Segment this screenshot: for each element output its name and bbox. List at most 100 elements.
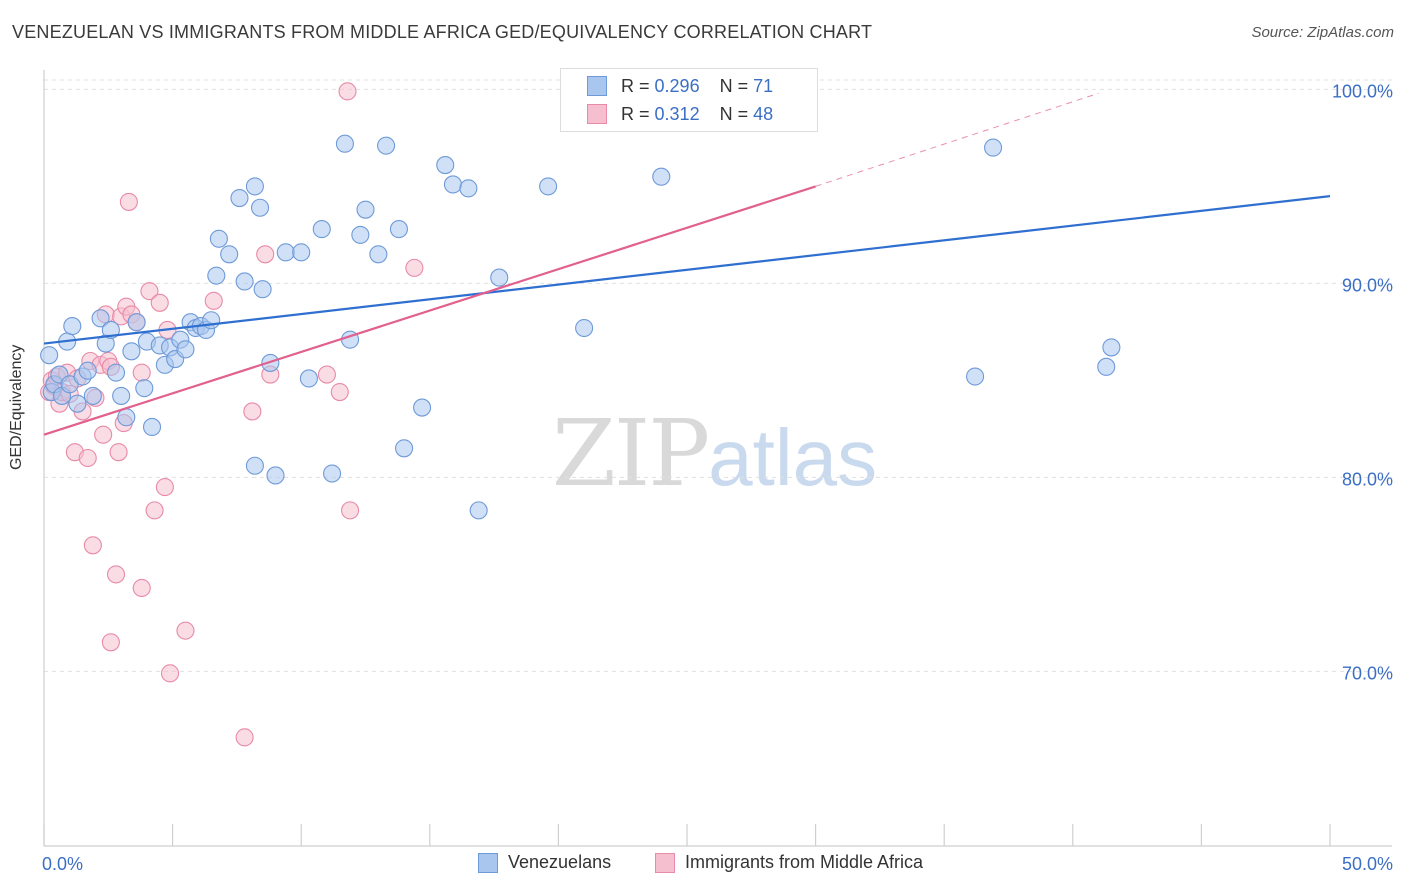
r-value: 0.312 [654, 103, 700, 124]
data-point-venezuelans [235, 272, 254, 291]
data-point-immigrants-middle-africa [243, 402, 262, 421]
data-point-venezuelans [78, 361, 97, 380]
data-point-immigrants-middle-africa [338, 82, 357, 101]
x-tick-label: 0.0% [42, 854, 83, 874]
x-tick-label: 50.0% [1342, 854, 1393, 874]
data-point-immigrants-middle-africa [256, 245, 275, 264]
legend-label-venezuelans: Venezuelans [508, 852, 612, 872]
trend-line-immigrants-extension [815, 92, 1099, 187]
y-tick-label: 70.0% [1342, 663, 1393, 683]
series-legend: Venezuelans Immigrants from Middle Afric… [0, 852, 1406, 878]
data-point-venezuelans [266, 466, 285, 485]
data-point-venezuelans [966, 367, 985, 386]
legend-swatch-venezuelans [587, 76, 607, 96]
legend-item-immigrants-middle-africa[interactable]: Immigrants from Middle Africa [655, 852, 923, 873]
legend-swatch-immigrants [587, 104, 607, 124]
data-point-venezuelans [1097, 357, 1116, 376]
legend-item-venezuelans[interactable]: Venezuelans [478, 852, 611, 873]
data-point-immigrants-middle-africa [83, 536, 102, 555]
r-label: R = [621, 103, 650, 124]
data-point-immigrants-middle-africa [155, 478, 174, 497]
stats-text: R = 0.312 N = 48 [621, 104, 773, 125]
data-point-immigrants-middle-africa [341, 501, 360, 520]
data-point-immigrants-middle-africa [176, 621, 195, 640]
data-point-immigrants-middle-africa [235, 728, 254, 747]
data-point-venezuelans [395, 439, 414, 458]
data-point-venezuelans [40, 346, 59, 365]
data-point-venezuelans [122, 342, 141, 361]
n-label: N = [719, 75, 749, 96]
data-point-immigrants-middle-africa [101, 633, 120, 652]
watermark-zip: ZIP [552, 400, 710, 507]
data-point-immigrants-middle-africa [109, 443, 128, 462]
data-point-venezuelans [490, 268, 509, 287]
data-point-venezuelans [377, 136, 396, 155]
data-point-immigrants-middle-africa [94, 425, 113, 444]
data-point-venezuelans [351, 225, 370, 244]
n-value: 48 [753, 103, 774, 124]
source-label: Source: ZipAtlas.com [1251, 24, 1394, 41]
data-point-venezuelans [335, 134, 354, 153]
data-point-venezuelans [299, 369, 318, 388]
data-point-immigrants-middle-africa [317, 365, 336, 384]
stats-text: R = 0.296 N = 71 [621, 76, 773, 97]
data-point-venezuelans [253, 280, 272, 299]
data-point-venezuelans [202, 311, 221, 330]
data-point-venezuelans [356, 200, 375, 219]
data-point-immigrants-middle-africa [140, 282, 159, 301]
data-point-venezuelans [68, 394, 87, 413]
data-point-venezuelans [209, 229, 228, 248]
series-immigrants-middle-africa-points [40, 82, 424, 747]
data-point-venezuelans [539, 177, 558, 196]
tick-labels: 70.0% 80.0% 90.0% 100.0% 0.0% 50.0% [42, 81, 1393, 874]
data-point-immigrants-middle-africa [78, 448, 97, 468]
series-venezuelans-points [40, 134, 1121, 520]
stats-legend: R = 0.296 N = 71 R = 0.312 N = 48 [560, 68, 818, 132]
data-point-venezuelans [101, 320, 120, 340]
data-point-venezuelans [276, 243, 295, 262]
data-point-immigrants-middle-africa [119, 192, 138, 211]
data-point-immigrants-middle-africa [106, 565, 126, 584]
data-point-venezuelans [250, 198, 270, 217]
data-point-venezuelans [575, 318, 594, 338]
watermark: ZIPatlas [552, 400, 877, 507]
data-point-venezuelans [323, 464, 342, 483]
data-point-venezuelans [142, 417, 162, 437]
data-point-venezuelans [106, 363, 126, 382]
data-point-venezuelans [245, 456, 264, 475]
y-tick-label: 80.0% [1342, 469, 1393, 489]
data-point-venezuelans [312, 220, 331, 239]
data-point-venezuelans [117, 408, 136, 427]
r-value: 0.296 [654, 75, 700, 96]
data-point-immigrants-middle-africa [132, 363, 151, 382]
r-label: R = [621, 75, 650, 96]
data-point-immigrants-middle-africa [160, 664, 180, 683]
data-point-venezuelans [83, 386, 102, 405]
data-point-venezuelans [413, 398, 432, 417]
legend-swatch-immigrants [655, 852, 675, 873]
data-point-venezuelans [984, 138, 1003, 157]
data-point-venezuelans [220, 245, 239, 264]
data-point-venezuelans [469, 501, 488, 520]
data-point-venezuelans [652, 167, 671, 186]
data-point-venezuelans [245, 177, 264, 196]
data-point-venezuelans [459, 179, 478, 198]
data-point-immigrants-middle-africa [145, 501, 164, 520]
legend-label-immigrants-middle-africa: Immigrants from Middle Africa [685, 852, 924, 872]
n-value: 71 [753, 75, 774, 96]
data-point-immigrants-middle-africa [405, 258, 424, 277]
data-point-venezuelans [91, 309, 110, 328]
n-label: N = [719, 103, 749, 124]
data-point-venezuelans [207, 266, 226, 285]
data-point-immigrants-middle-africa [204, 291, 223, 310]
data-point-immigrants-middle-africa [150, 293, 169, 312]
data-point-venezuelans [230, 188, 249, 208]
chart-title: VENEZUELAN VS IMMIGRANTS FROM MIDDLE AFR… [12, 22, 873, 42]
y-axis-label: GED/Equivalency [8, 344, 25, 470]
data-point-venezuelans [1102, 338, 1121, 357]
data-point-venezuelans [436, 156, 455, 175]
y-tick-label: 100.0% [1332, 81, 1393, 101]
trend-line-immigrants-middle-africa [43, 185, 816, 436]
data-point-venezuelans [135, 379, 154, 398]
